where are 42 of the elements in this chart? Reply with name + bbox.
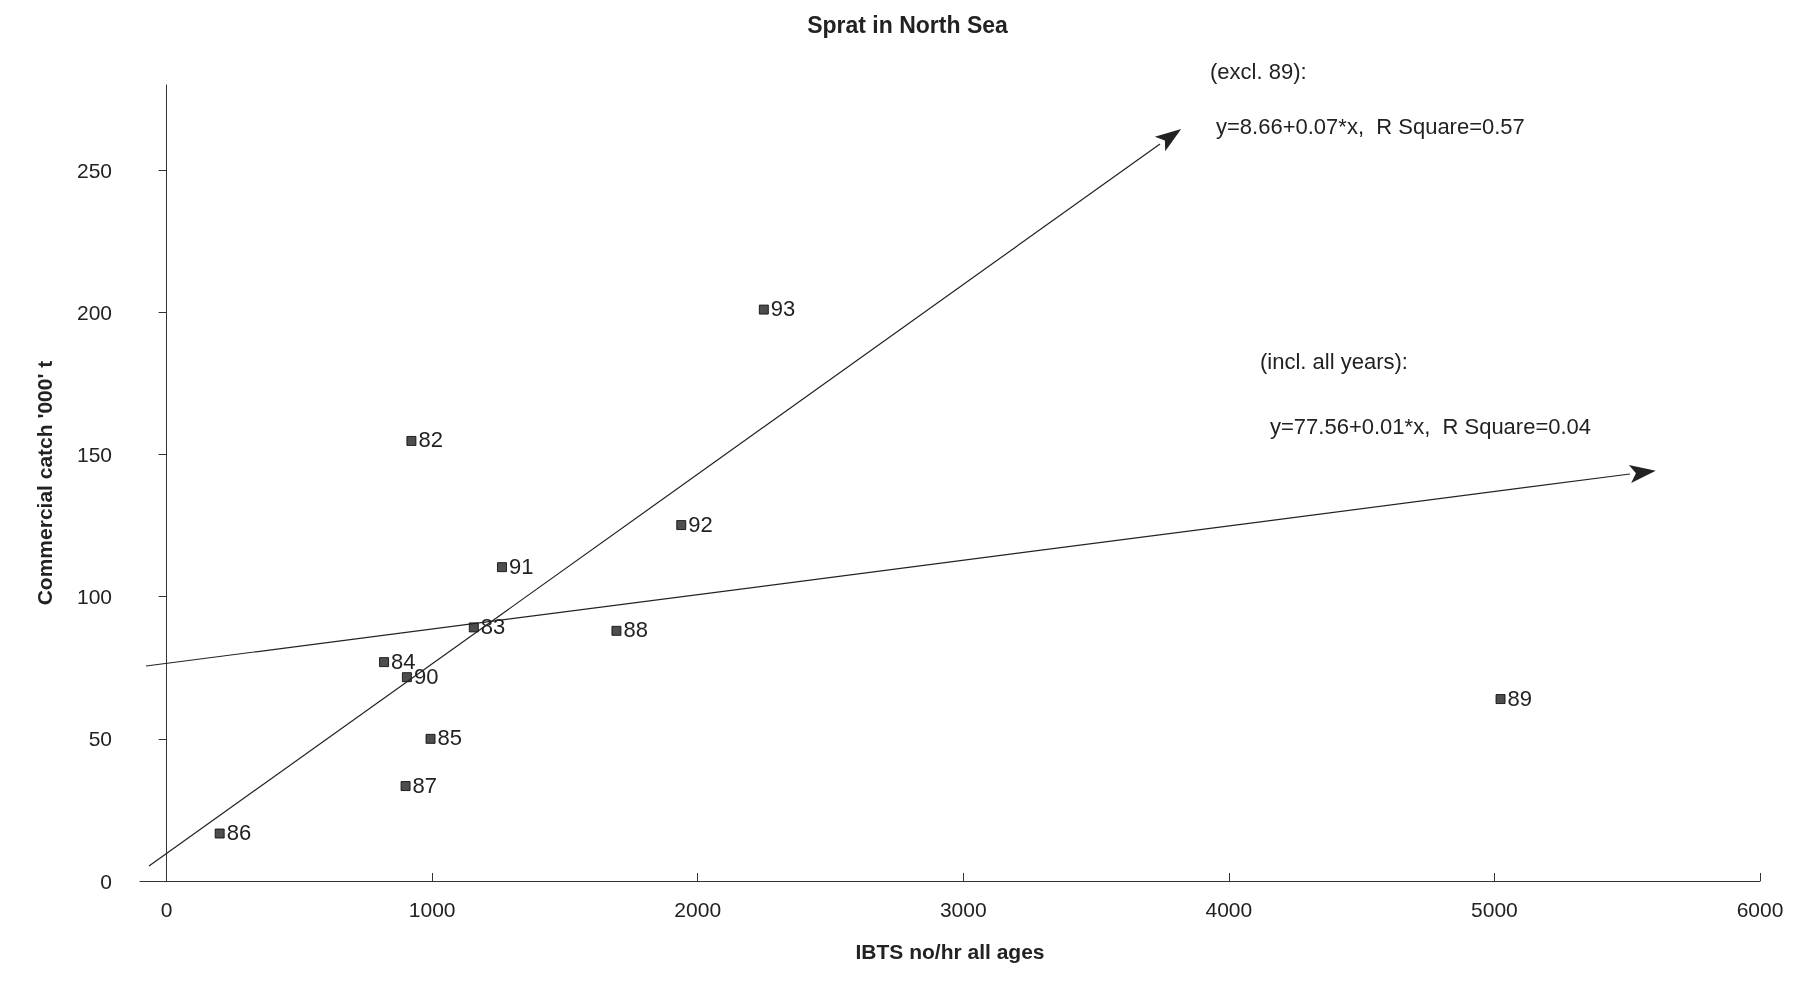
- point: [425, 733, 436, 744]
- point: [676, 520, 687, 531]
- point: [468, 622, 479, 633]
- x-tick-label: 6000: [1736, 898, 1784, 921]
- chart-title: Sprat in North Sea: [807, 11, 1009, 38]
- point: [379, 657, 390, 668]
- annotation: 82: [418, 427, 443, 453]
- point: [400, 781, 411, 792]
- point: [1495, 694, 1506, 705]
- x-tick-label: 1000: [408, 898, 456, 921]
- y-tick-label: 50: [88, 727, 112, 751]
- annotation: 87: [412, 772, 438, 798]
- annotation: 93: [770, 296, 796, 322]
- point: [406, 435, 417, 446]
- annotation: 86: [226, 820, 252, 846]
- x-tick-label: 2000: [674, 898, 722, 921]
- x-tick-label: 5000: [1471, 898, 1518, 921]
- annotation: 85: [437, 725, 463, 751]
- y-tick-label: 250: [76, 158, 112, 182]
- annotation: 84: [391, 648, 416, 674]
- point: [611, 625, 622, 636]
- annotation: 92: [688, 511, 713, 537]
- y-tick-label: 150: [76, 443, 112, 467]
- annotation: y=77.56+0.01*x, R Square=0.04: [1270, 413, 1592, 439]
- text: (excl. 89):: [1210, 58, 1307, 84]
- point: [496, 562, 507, 573]
- annotation: 89: [1507, 685, 1533, 711]
- annotation: 91: [508, 553, 534, 579]
- y-tick-label: 200: [76, 300, 112, 324]
- x-tick-label: 3000: [939, 898, 987, 921]
- point: [401, 672, 412, 683]
- x-tick-label: 4000: [1205, 898, 1253, 921]
- annotation: y=8.66+0.07*x, R Square=0.57: [1216, 113, 1525, 139]
- annotation: (incl. all years):: [1260, 348, 1408, 374]
- x-axis-title: IBTS no/hr all ages: [855, 940, 1045, 963]
- y-tick-label: 100: [76, 585, 112, 609]
- annotation: 88: [623, 617, 648, 643]
- x-tick-label: 0: [160, 898, 173, 921]
- point: [214, 828, 225, 839]
- y-tick-label: 0: [100, 869, 112, 893]
- y-axis-title: Commercial catch '000' t: [33, 360, 56, 606]
- point: [758, 304, 769, 315]
